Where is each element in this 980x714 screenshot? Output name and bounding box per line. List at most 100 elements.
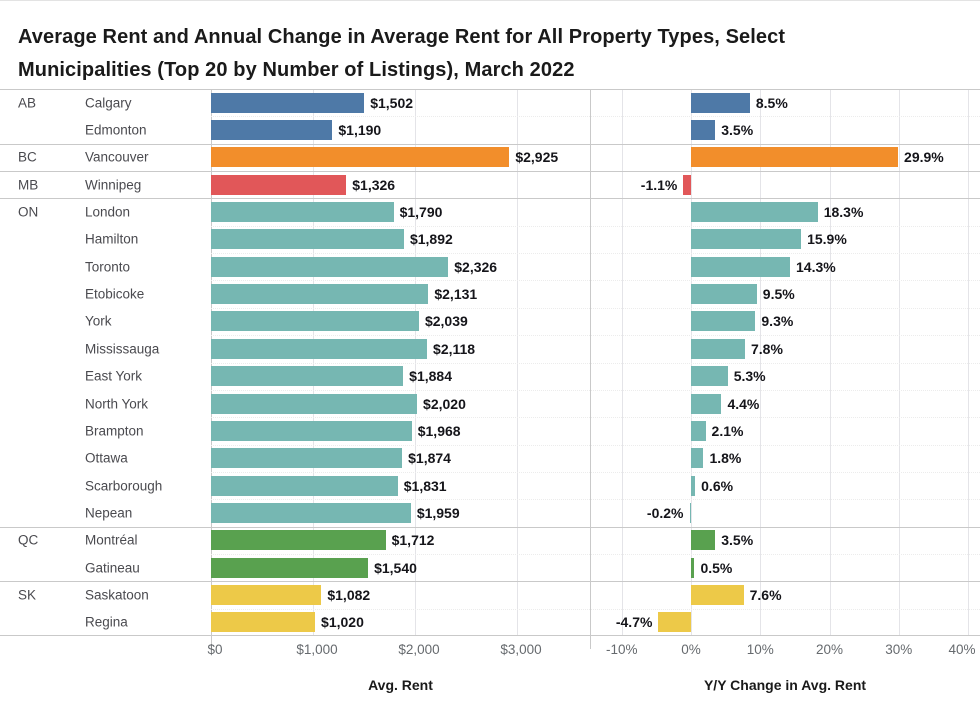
change-value-label: -0.2% <box>646 504 684 521</box>
rent-value-label: $2,118 <box>433 340 476 357</box>
change-value-label: 29.9% <box>904 149 944 166</box>
table-row: BC Vancouver $2,925 29.9% <box>0 144 980 171</box>
axis-tick-labels: $0 $1,000 $2,000 $3,000 -10% 0% 10% 20% 30% 40% <box>0 642 980 662</box>
rent-bar[interactable] <box>211 366 404 387</box>
change-value-label: 1.8% <box>709 450 742 467</box>
change-value-label: -4.7% <box>615 614 653 631</box>
province-label: QC <box>18 532 39 548</box>
rent-bar[interactable] <box>211 557 369 578</box>
rent-bar[interactable] <box>211 612 316 633</box>
tick-label-change: -10% <box>605 642 638 657</box>
row-gridline <box>211 417 980 419</box>
rent-value-label: $1,326 <box>352 176 396 193</box>
row-gridline <box>211 553 980 555</box>
change-bar[interactable] <box>691 92 750 113</box>
rent-bar[interactable] <box>211 202 394 223</box>
row-gridline <box>211 362 980 364</box>
table-row: Toronto $2,326 14.3% <box>0 253 980 280</box>
tick-label-rent: $2,000 <box>398 642 440 657</box>
change-bar[interactable] <box>691 284 757 305</box>
rent-bar[interactable] <box>211 393 418 414</box>
change-bar[interactable] <box>691 366 728 387</box>
table-row: York $2,039 9.3% <box>0 308 980 335</box>
province-label: AB <box>18 95 37 111</box>
change-bar[interactable] <box>691 420 706 441</box>
rent-value-label: $2,020 <box>423 395 466 412</box>
change-bar[interactable] <box>691 448 704 469</box>
municipality-label: Scarborough <box>85 478 163 494</box>
province-label: BC <box>18 149 37 165</box>
table-row: AB Calgary $1,502 8.5% <box>0 89 980 116</box>
municipality-label: London <box>85 204 131 220</box>
row-gridline <box>211 499 980 501</box>
change-value-label: 0.5% <box>700 559 733 576</box>
table-row: Brampton $1,968 2.1% <box>0 417 980 444</box>
rent-value-label: $1,884 <box>409 368 452 385</box>
rent-bar[interactable] <box>211 174 347 195</box>
rent-bar[interactable] <box>211 147 510 168</box>
rent-value-label: $1,831 <box>403 477 447 494</box>
change-bar[interactable] <box>691 120 716 141</box>
change-value-label: 18.3% <box>823 204 864 221</box>
tick-label-change: 10% <box>746 642 774 657</box>
rent-bar[interactable] <box>211 448 403 469</box>
rent-bar[interactable] <box>211 584 322 605</box>
rent-value-label: $2,326 <box>454 258 498 275</box>
rent-bar[interactable] <box>211 338 428 359</box>
group-separator <box>0 526 980 528</box>
table-row: Scarborough $1,831 0.6% <box>0 472 980 499</box>
rent-bar[interactable] <box>211 475 398 496</box>
change-bar[interactable] <box>658 612 691 633</box>
change-value-label: -1.1% <box>640 176 678 193</box>
rent-value-label: $2,039 <box>424 313 468 330</box>
change-bar[interactable] <box>691 202 818 223</box>
rent-value-label: $1,712 <box>391 532 435 549</box>
tick-label-change: 40% <box>948 642 976 657</box>
row-gridline <box>211 608 980 610</box>
change-value-label: 14.3% <box>796 258 836 275</box>
change-value-label: 0.6% <box>701 477 734 494</box>
table-row: Etobicoke $2,131 9.5% <box>0 280 980 307</box>
rent-bar[interactable] <box>211 311 419 332</box>
rent-value-label: $1,190 <box>338 122 382 139</box>
rent-value-label: $1,020 <box>321 614 364 631</box>
rent-bar[interactable] <box>211 530 386 551</box>
change-bar[interactable] <box>691 147 899 168</box>
rent-bar[interactable] <box>211 420 412 441</box>
table-row: East York $1,884 5.3% <box>0 363 980 390</box>
change-bar[interactable] <box>689 502 691 523</box>
municipality-label: Winnipeg <box>85 177 142 193</box>
change-bar[interactable] <box>683 174 691 195</box>
change-bar[interactable] <box>691 584 744 605</box>
rent-bar[interactable] <box>211 229 404 250</box>
municipality-label: East York <box>85 368 143 384</box>
change-bar[interactable] <box>691 338 745 359</box>
chart-title-line2: Municipalities (Top 20 by Number of List… <box>18 59 575 81</box>
rent-value-label: $1,502 <box>370 94 414 111</box>
rent-value-label: $1,540 <box>374 559 417 576</box>
change-bar[interactable] <box>691 557 695 578</box>
change-bar[interactable] <box>691 393 722 414</box>
rent-bar[interactable] <box>211 284 429 305</box>
rent-bar[interactable] <box>211 92 365 113</box>
row-gridline <box>211 307 980 309</box>
rent-value-label: $1,874 <box>408 450 451 467</box>
municipality-label: Vancouver <box>85 149 149 165</box>
change-value-label: 8.5% <box>755 94 788 111</box>
change-bar[interactable] <box>691 256 791 277</box>
change-bar[interactable] <box>691 311 756 332</box>
rent-bar[interactable] <box>211 502 411 523</box>
change-bar[interactable] <box>691 530 716 551</box>
rent-bar[interactable] <box>211 256 449 277</box>
rent-value-label: $1,892 <box>409 231 453 248</box>
row-gridline <box>211 225 980 227</box>
row-gridline <box>211 389 980 391</box>
table-row: Regina $1,020 -4.7% <box>0 609 980 636</box>
municipality-label: Edmonton <box>85 122 147 138</box>
change-bar[interactable] <box>691 475 696 496</box>
municipality-label: Saskatoon <box>85 587 149 603</box>
tick-label-rent: $0 <box>207 642 223 657</box>
rent-bar[interactable] <box>211 120 333 141</box>
change-bar[interactable] <box>691 229 802 250</box>
